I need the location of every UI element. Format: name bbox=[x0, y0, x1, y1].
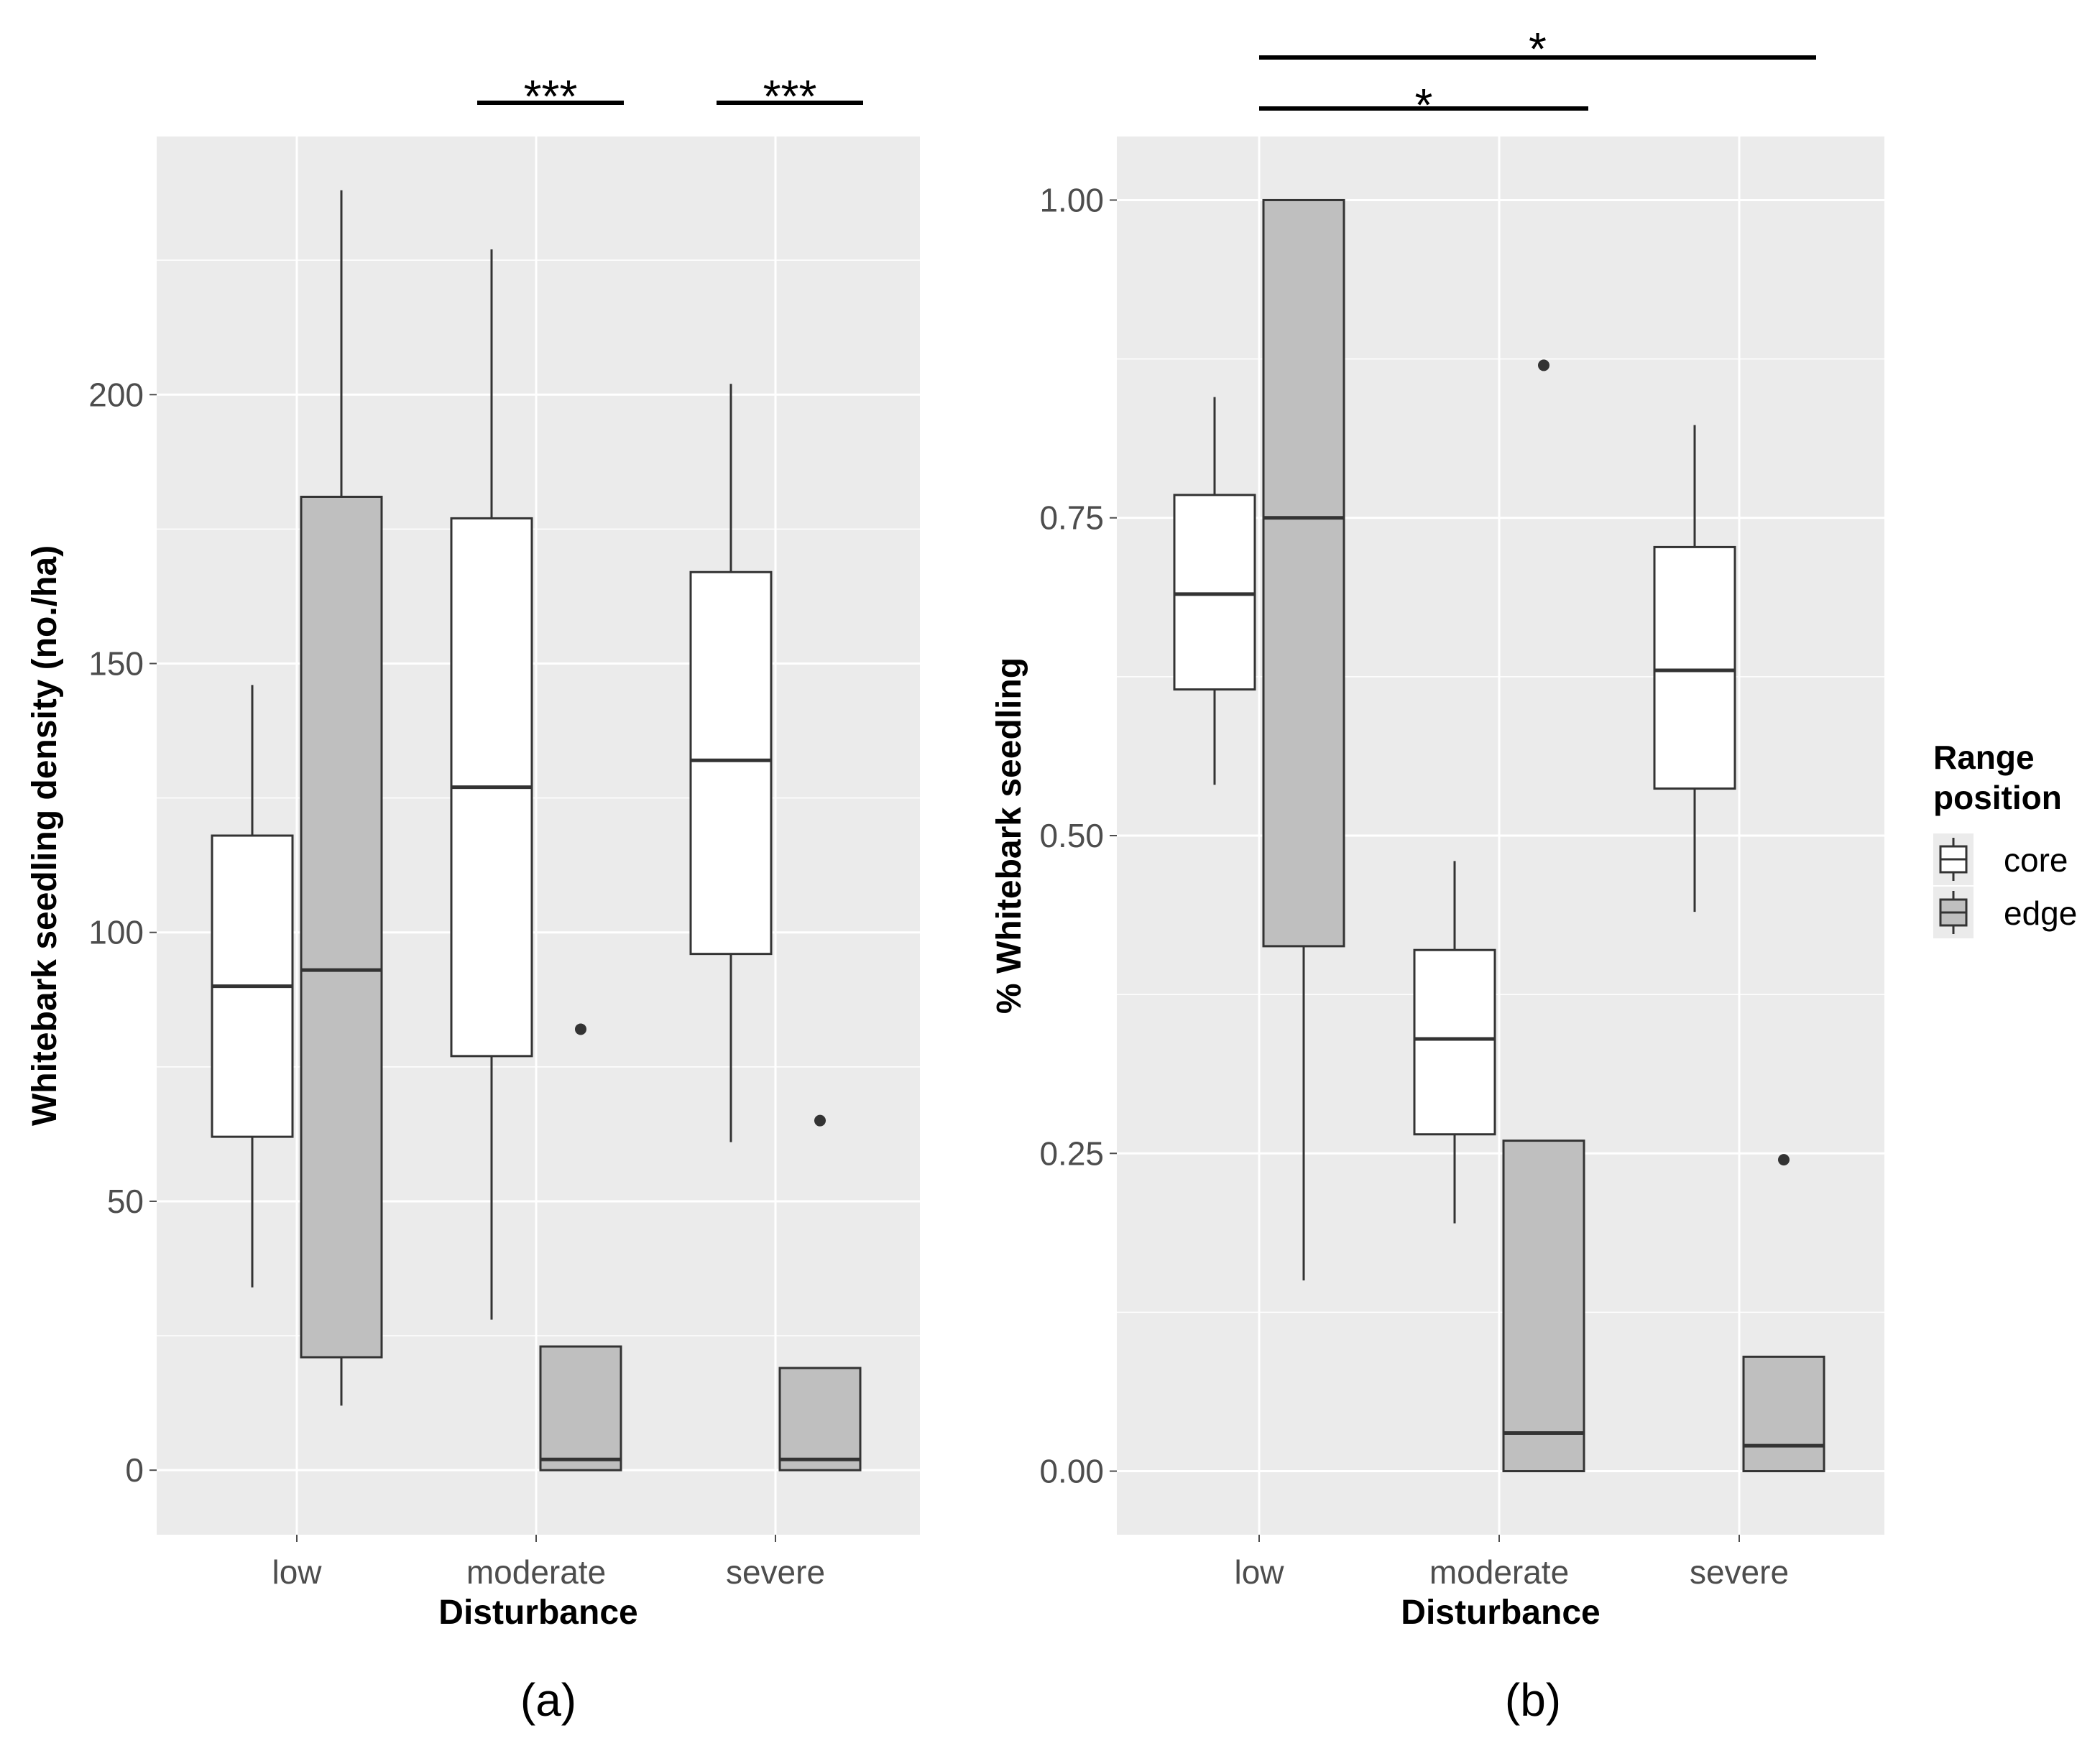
box-iqr bbox=[1173, 494, 1256, 691]
box-core-moderate bbox=[1413, 861, 1496, 1224]
x-tick-label-severe: severe bbox=[1690, 1553, 1789, 1591]
y-tick-label: 50 bbox=[107, 1183, 144, 1220]
box-iqr bbox=[778, 1367, 862, 1471]
significance-label: *** bbox=[524, 70, 578, 122]
x-axis-title: Disturbance bbox=[1401, 1594, 1600, 1632]
outlier-point bbox=[1538, 359, 1549, 371]
y-tick-label: 0.25 bbox=[1039, 1135, 1104, 1172]
x-tick-label-moderate: moderate bbox=[1429, 1553, 1569, 1591]
y-axis-title: Whitebark seedling density (no./ha) bbox=[26, 545, 64, 1126]
box-core-low bbox=[1173, 397, 1256, 785]
box-edge-low bbox=[1262, 198, 1345, 1281]
box-iqr bbox=[539, 1345, 622, 1471]
box-edge-severe bbox=[778, 1114, 862, 1471]
box-core-severe bbox=[1653, 425, 1736, 912]
x-tick-label-severe: severe bbox=[726, 1553, 825, 1591]
box-edge-moderate bbox=[1502, 359, 1585, 1473]
x-tick-label-low: low bbox=[1234, 1553, 1284, 1591]
box-iqr bbox=[1742, 1355, 1825, 1473]
significance-label: *** bbox=[763, 70, 817, 122]
panel-label: (b) bbox=[1505, 1674, 1561, 1726]
outlier-point bbox=[814, 1114, 826, 1127]
y-tick-label: 0.50 bbox=[1039, 817, 1104, 854]
legend-title-line2: position bbox=[1933, 779, 2062, 816]
legend-label-edge: edge bbox=[2004, 895, 2077, 932]
box-edge-moderate bbox=[539, 1023, 622, 1471]
x-tick-label-moderate: moderate bbox=[466, 1553, 606, 1591]
significance-bracket: *** bbox=[717, 70, 863, 122]
y-tick-label: 150 bbox=[88, 644, 144, 682]
significance-label: * bbox=[1415, 79, 1433, 131]
y-tick-label: 0 bbox=[125, 1451, 144, 1489]
y-tick-label: 200 bbox=[88, 376, 144, 413]
legend-title-line1: Range bbox=[1933, 739, 2035, 776]
significance-bracket: * bbox=[1259, 23, 1816, 75]
box-core-moderate bbox=[450, 249, 533, 1320]
y-tick-label: 100 bbox=[88, 914, 144, 951]
y-tick-label: 0.00 bbox=[1039, 1453, 1104, 1490]
box-iqr bbox=[300, 495, 383, 1359]
significance-bracket: *** bbox=[477, 70, 624, 122]
box-iqr bbox=[1262, 198, 1345, 948]
box-core-severe bbox=[689, 384, 773, 1142]
significance-bracket: * bbox=[1259, 79, 1588, 131]
box-edge-severe bbox=[1742, 1154, 1825, 1473]
panel-b-percent-whitebark: 0.00 0.25 0.50 0.75 1.00 low moderate severe Dis… bbox=[990, 23, 1884, 1726]
x-axis-title: Disturbance bbox=[438, 1594, 637, 1632]
box-iqr bbox=[1653, 545, 1736, 790]
panel-label: (a) bbox=[520, 1674, 576, 1726]
outlier-point bbox=[1778, 1154, 1790, 1166]
box-edge-low bbox=[300, 190, 383, 1406]
legend: Range position core edge bbox=[1933, 739, 2077, 938]
box-iqr bbox=[1502, 1140, 1585, 1473]
x-tick-label-low: low bbox=[272, 1553, 322, 1591]
y-axis-title: % Whitebark seedling bbox=[990, 657, 1028, 1014]
panel-a-seedling-density: 0 50 100 150 200 low moderate severe Disturbance… bbox=[26, 70, 920, 1726]
box-iqr bbox=[1413, 948, 1496, 1136]
y-tick-label: 0.75 bbox=[1039, 499, 1104, 537]
y-tick-label: 1.00 bbox=[1039, 181, 1104, 218]
box-core-low bbox=[211, 685, 294, 1288]
legend-label-core: core bbox=[2004, 841, 2068, 879]
box-iqr bbox=[689, 570, 773, 956]
significance-label: * bbox=[1529, 23, 1547, 75]
outlier-point bbox=[575, 1023, 586, 1035]
